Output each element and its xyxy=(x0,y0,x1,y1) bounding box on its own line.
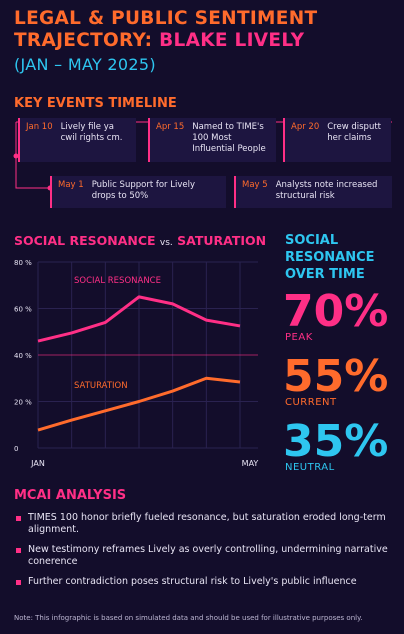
title-line: LEGAL & PUBLIC SENTIMENT xyxy=(14,8,318,29)
event: Apr 15 Named to TIME's 100 Most Influenti… xyxy=(148,118,276,162)
note: Note: This infographic is based on simul… xyxy=(14,614,363,622)
title-line: TRAJECTORY: BLAKE LIVELY xyxy=(14,30,304,52)
series-line xyxy=(37,295,241,343)
analysis-list: TIMES 100 honor briefly fueled resonance… xyxy=(14,512,394,596)
chart-title-part: SOCIAL RESONANCE xyxy=(14,233,156,248)
event-date: Apr 15 xyxy=(156,122,185,132)
subtitle: (JAN – MAY 2025) xyxy=(14,55,156,74)
stats-heading: SOCIAL RESONANCE OVER TIME xyxy=(285,233,375,282)
event-date: Jan 10 xyxy=(26,122,53,132)
chart-title-part: vs. xyxy=(159,238,173,248)
event: May 5 Analysts note increased structural … xyxy=(234,176,392,208)
chart-title: SOCIAL RESONANCE vs. SATURATION xyxy=(14,233,266,248)
event-date: May 1 xyxy=(58,180,84,190)
event: Jan 10 Lively file ya cwil rights cm. xyxy=(18,118,136,162)
x-tick-label: JAN xyxy=(30,459,45,468)
chart-title-part: SATURATION xyxy=(177,233,267,248)
stat-value: 35% xyxy=(283,416,389,467)
timeline-heading: KEY EVENTS TIMELINE xyxy=(14,96,177,111)
event-date: May 5 xyxy=(242,180,268,190)
bullet: TIMES 100 honor briefly fueled resonance… xyxy=(14,512,394,536)
stat-value: 55% xyxy=(283,351,389,402)
bullet: New testimony reframes Lively as overly … xyxy=(14,544,394,568)
analysis-heading: MCAI ANALYSIS xyxy=(14,488,127,503)
title-name: BLAKE LIVELY xyxy=(159,30,305,51)
connector-dot xyxy=(13,153,19,159)
title-part: TRAJECTORY: xyxy=(14,30,153,51)
y-tick-label: 60 % xyxy=(14,306,32,314)
bullet: Further contradiction poses structural r… xyxy=(14,576,394,588)
y-tick-label: 0 xyxy=(14,445,18,453)
stat-label: NEUTRAL xyxy=(285,462,335,473)
stat-value: 70% xyxy=(283,286,389,337)
event-text: Lively file ya cwil rights cm. xyxy=(60,122,123,143)
event-text: Analysts note increased structural risk xyxy=(275,180,378,201)
event-text: Public Support for Lively drops to 50% xyxy=(91,180,195,201)
event-text: Crew disputt her claims xyxy=(327,122,381,143)
series-line xyxy=(37,376,241,432)
event: May 1 Public Support for Lively drops to … xyxy=(50,176,226,208)
series-label: SOCIAL RESONANCE xyxy=(74,276,161,286)
stat-label: PEAK xyxy=(285,332,313,343)
x-tick-label: MAY xyxy=(242,459,259,468)
y-tick-label: 80 % xyxy=(14,259,32,267)
stat-label: CURRENT xyxy=(285,397,337,408)
y-tick-label: 40 % xyxy=(14,352,32,360)
event: Apr 20 Crew disputt her claims xyxy=(283,118,391,162)
event-text: Named to TIME's 100 Most Influential Peo… xyxy=(192,122,266,154)
chart: JAN MAY 0 20 % 40 % 60 % 80 % SOCIAL RESONANCE S… xyxy=(14,259,259,468)
event-date: Apr 20 xyxy=(291,122,320,132)
series-label: SATURATION xyxy=(74,381,128,391)
y-tick-label: 20 % xyxy=(14,399,32,407)
